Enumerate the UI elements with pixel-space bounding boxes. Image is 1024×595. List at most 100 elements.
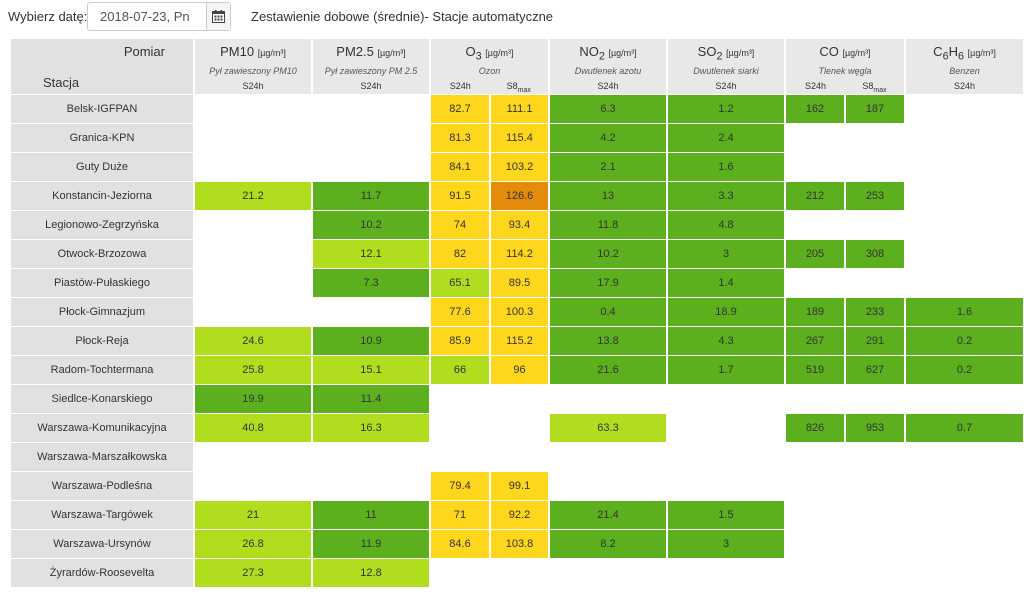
param-stats: S24h [906,81,1023,91]
value-cell: 11.7 [313,182,429,210]
param-stats: S24h S8max [786,81,904,94]
value-cell: 100.3 [491,298,548,326]
value-cell: 115.4 [491,124,548,152]
station-name[interactable]: Warszawa-Marszałkowska [11,443,193,471]
value-cell: 12.1 [313,240,429,268]
table-row: Siedlce-Konarskiego 19.9 11.4 [11,385,1023,413]
value-cell: 2.1 [550,153,666,181]
param-unit: [µg/m³] [842,48,871,58]
value-cell: 0.2 [906,356,1023,384]
station-name[interactable]: Warszawa-Targówek [11,501,193,529]
value-cell: 11.4 [313,385,429,413]
value-cell [906,211,1023,239]
value-cell: 126.6 [491,182,548,210]
station-name[interactable]: Warszawa-Podleśna [11,472,193,500]
value-cell [550,443,666,471]
value-cell: 187 [846,95,904,123]
value-cell [906,240,1023,268]
value-cell: 308 [846,240,904,268]
param-stats: S24h [313,81,429,91]
value-cell: 111.1 [491,95,548,123]
table-row: Konstancin-Jeziorna 21.2 11.7 91.5 126.6 13 3.… [11,182,1023,210]
station-name[interactable]: Konstancin-Jeziorna [11,182,193,210]
value-cell: 114.2 [491,240,548,268]
value-cell [786,269,844,297]
value-cell [668,472,784,500]
param-header: SO2 [µg/m³] Dwutlenek siarki S24h [668,39,784,94]
value-cell: 10.2 [313,211,429,239]
value-cell: 13 [550,182,666,210]
value-cell: 10.9 [313,327,429,355]
param-header: NO2 [µg/m³] Dwutlenek azotu S24h [550,39,666,94]
value-cell: 3.3 [668,182,784,210]
value-cell [431,559,489,587]
corner-header: Pomiar Stacja [11,39,193,94]
station-name[interactable]: Siedlce-Konarskiego [11,385,193,413]
date-input[interactable] [88,3,208,30]
param-name: PM2.5 [µg/m³] [336,44,406,59]
value-cell: 3 [668,240,784,268]
station-name[interactable]: Guty Duże [11,153,193,181]
param-unit: [µg/m³] [257,48,286,58]
value-cell: 13.8 [550,327,666,355]
station-name[interactable]: Granica-KPN [11,124,193,152]
station-name[interactable]: Warszawa-Ursynów [11,530,193,558]
value-cell [431,385,489,413]
value-cell [846,124,904,152]
param-name: CO [µg/m³] [819,44,871,59]
value-cell [846,472,904,500]
value-cell: 26.8 [195,530,311,558]
value-cell [846,269,904,297]
value-cell: 93.4 [491,211,548,239]
value-cell: 17.9 [550,269,666,297]
value-cell [313,298,429,326]
value-cell: 233 [846,298,904,326]
station-name[interactable]: Piastów-Pułaskiego [11,269,193,297]
table-row: Płock-Gimnazjum 77.6 100.3 0.4 18.9 189 233 1.6 [11,298,1023,326]
value-cell [313,124,429,152]
value-cell [846,559,904,587]
param-name: PM10 [µg/m³] [220,44,286,59]
station-name[interactable]: Płock-Gimnazjum [11,298,193,326]
value-cell [491,385,548,413]
stat-label: S8max [862,81,887,94]
value-cell [906,269,1023,297]
station-name[interactable]: Belsk-IGFPAN [11,95,193,123]
station-name[interactable]: Otwock-Brzozowa [11,240,193,268]
value-cell [313,95,429,123]
value-cell: 84.1 [431,153,489,181]
value-cell: 21.4 [550,501,666,529]
value-cell: 4.2 [550,124,666,152]
value-cell [195,472,311,500]
value-cell [431,443,489,471]
value-cell: 1.2 [668,95,784,123]
value-cell: 267 [786,327,844,355]
calendar-icon[interactable] [206,3,230,30]
value-cell [668,559,784,587]
value-cell: 953 [846,414,904,442]
date-picker[interactable] [87,2,231,31]
table-row: Warszawa-Komunikacyjna 40.8 16.3 63.3 826 953… [11,414,1023,442]
value-cell [668,385,784,413]
value-cell: 2.4 [668,124,784,152]
value-cell: 92.2 [491,501,548,529]
value-cell [906,182,1023,210]
station-name[interactable]: Płock-Reja [11,327,193,355]
station-name[interactable]: Warszawa-Komunikacyjna [11,414,193,442]
value-cell: 7.3 [313,269,429,297]
param-description: Tlenek węgla [818,66,872,76]
table-row: Legionowo-Zegrzyńska 10.2 74 93.4 11.8 4.8 [11,211,1023,239]
value-cell: 21.2 [195,182,311,210]
value-cell: 0.7 [906,414,1023,442]
station-name[interactable]: Żyrardów-Roosevelta [11,559,193,587]
station-name[interactable]: Legionowo-Zegrzyńska [11,211,193,239]
param-description: Dwutlenek siarki [693,66,759,76]
value-cell [846,385,904,413]
station-name[interactable]: Radom-Tochtermana [11,356,193,384]
table-row: Warszawa-Targówek 21 11 71 92.2 21.4 1.5 [11,501,1023,529]
param-description: Dwutlenek azotu [574,66,642,76]
value-cell [906,501,1023,529]
value-cell: 826 [786,414,844,442]
table-row: Piastów-Pułaskiego 7.3 65.1 89.5 17.9 1.4 [11,269,1023,297]
value-cell [786,472,844,500]
